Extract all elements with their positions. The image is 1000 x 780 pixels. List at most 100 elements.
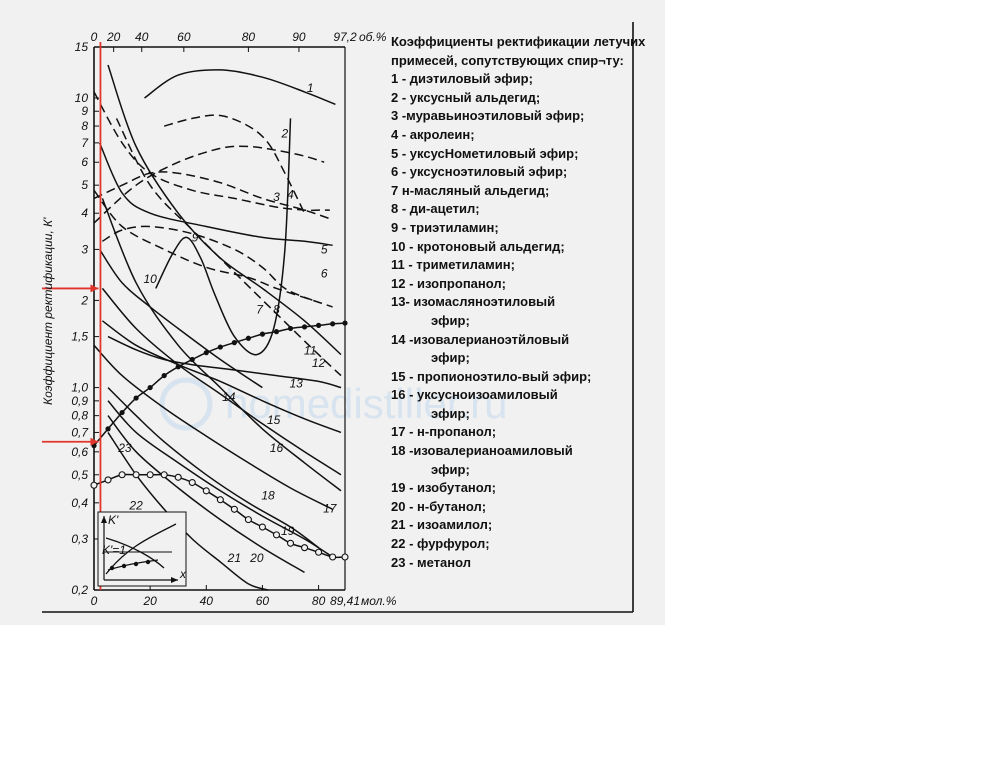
series-10-label: 10	[143, 272, 157, 286]
x-bottom-tick-label: 40	[200, 594, 214, 608]
legend-item-text: 16 - уксусноизоамиловый	[391, 387, 558, 403]
series-19-line	[107, 400, 334, 558]
x-top-unit-label: об.%	[359, 30, 387, 44]
series-22-point	[160, 471, 168, 479]
series-22-point	[174, 473, 182, 481]
x-top-tick-label: 80	[242, 30, 256, 44]
legend-item-text: 23 - метанол	[391, 554, 472, 570]
legend-item: 11 - триметиламин;	[391, 256, 651, 275]
inset-point	[133, 561, 139, 567]
legend-item: 8 - ди-ацетил;	[391, 200, 651, 219]
series-19-label: 19	[281, 524, 295, 538]
x-top-tick-label: 97,2	[333, 30, 357, 44]
legend-item-text: 21 - изоамилол;	[391, 517, 493, 533]
series-14-line	[101, 320, 342, 434]
series-23-point	[203, 350, 209, 356]
legend-item-text: 6 - уксусноэтиловый эфир;	[391, 164, 568, 180]
series-4-label: 4	[287, 187, 294, 201]
legend-item-text: 2 - уксусный альдегид;	[391, 89, 541, 105]
x-top-tick-label: 20	[106, 30, 121, 44]
x-top-tick-label: 60	[177, 30, 191, 44]
series-23-point	[287, 325, 294, 332]
inset-k1-label: K'=1	[102, 543, 126, 557]
legend-item-text: 18 -изовалерианоамиловый	[391, 443, 573, 459]
legend-item: 10 - кротоновый альдегид;	[391, 238, 651, 257]
legend-item: 5 - уксусНометиловый эфир;	[391, 145, 651, 164]
series-3-label: 3	[273, 190, 280, 204]
x-bottom-tick-label: 89,41	[330, 594, 360, 608]
series-23-point	[259, 331, 266, 337]
series-14-label: 14	[222, 390, 236, 404]
reading-arrowhead	[90, 437, 99, 446]
series-23-point	[342, 320, 348, 326]
legend-item-text: 22 - фурфурол;	[391, 536, 490, 552]
series-6-line	[98, 142, 333, 247]
series-22-point	[258, 523, 266, 531]
y-tick-label: 10	[75, 91, 89, 105]
series-23-point	[217, 344, 223, 350]
legend-item: 6 - уксусноэтиловый эфир;	[391, 163, 651, 182]
y-tick-label: 1,5	[71, 330, 88, 344]
reading-arrowhead	[90, 284, 99, 293]
legend-item: 20 - н-бутанол;	[391, 498, 651, 517]
series-22-label: 22	[128, 498, 143, 512]
y-tick-label: 0,3	[71, 532, 88, 546]
series-1-label: 1	[307, 81, 314, 95]
series-18-line	[107, 387, 320, 549]
series-23-point	[330, 321, 336, 327]
x-top-tick-label: 40	[135, 30, 149, 44]
legend-panel: Коэффициенты ректификации летучих примес…	[391, 33, 651, 572]
y-tick-label: 0,4	[71, 496, 88, 510]
series-11-label: 11	[304, 344, 316, 358]
legend-item: 21 - изоамилол;	[391, 516, 651, 535]
series-1-line	[144, 69, 336, 106]
y-tick-label: 8	[81, 119, 88, 133]
x-bottom-tick-label: 60	[256, 594, 270, 608]
y-tick-label: 0,8	[71, 409, 88, 423]
reading-lines-layer	[42, 42, 102, 590]
series-22-point	[230, 505, 238, 513]
series-8-label: 8	[273, 303, 280, 317]
series-22-point	[202, 487, 210, 495]
y-tick-label: 0,7	[71, 425, 89, 439]
legend-item-text: 5 - уксусНометиловый эфир;	[391, 145, 579, 161]
series-16-line	[101, 198, 342, 492]
series-23-point	[147, 384, 153, 391]
tick-layer: 0,20,30,40,50,60,70,80,91,01,52345678910…	[71, 30, 396, 608]
series-23-point	[231, 340, 237, 346]
legend-item-continuation: эфир;	[431, 461, 470, 477]
series-9-label: 9	[192, 230, 199, 244]
y-tick-label: 9	[81, 104, 88, 118]
legend-item: 3 -муравьиноэтиловый эфир;	[391, 107, 651, 126]
legend-item-text: 9 - триэтиламин;	[391, 219, 499, 235]
legend-item-text: 13- изомасляноэтиловый	[391, 294, 556, 310]
series-16-label: 16	[270, 441, 284, 455]
inset-y-arrow	[101, 516, 107, 523]
series-22-point	[341, 553, 349, 561]
marker-layer	[90, 320, 349, 561]
y-tick-label: 5	[81, 178, 88, 192]
series-22-point	[188, 478, 196, 487]
series-12-label: 12	[312, 356, 326, 370]
series-23-point	[161, 372, 167, 379]
series-9-line	[155, 118, 292, 356]
legend-item-text: 10 - кротоновый альдегид;	[391, 238, 565, 254]
series-17-line	[93, 344, 333, 510]
series-23-point	[133, 395, 139, 401]
legend-item: 16 - уксусноизоамиловый эфир;	[391, 386, 651, 423]
x-bottom-tick-label: 0	[91, 594, 98, 608]
series-22-point	[118, 471, 126, 479]
series-23-point	[301, 324, 308, 330]
series-8-line	[93, 189, 333, 308]
series-22-point	[286, 539, 295, 547]
legend-item: 7 н-масляный альдегид;	[391, 182, 651, 201]
y-tick-label: 4	[81, 206, 88, 220]
y-tick-label: 0,2	[71, 583, 88, 597]
inset-point	[109, 565, 115, 571]
y-tick-label: 0,6	[71, 445, 88, 459]
legend-item-text: 8 - ди-ацетил;	[391, 201, 480, 217]
series-23-point	[175, 364, 181, 370]
series-22-point	[272, 531, 281, 539]
watermark-layer: homedistiller.ru	[159, 377, 507, 431]
series-13-label: 13	[289, 377, 303, 391]
